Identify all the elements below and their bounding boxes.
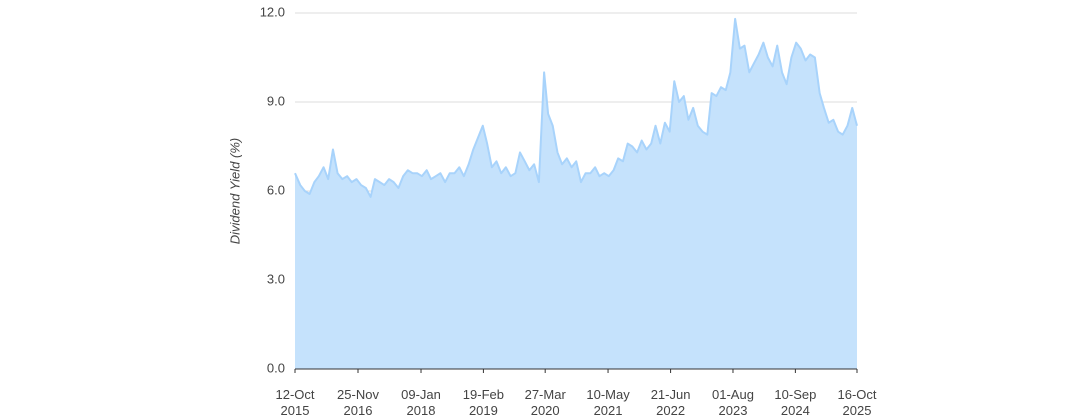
x-tick-label-line: 2019 (469, 403, 498, 418)
area (295, 18, 857, 370)
x-tick-label-line: 2023 (719, 403, 748, 418)
x-tick-label-line: 2022 (656, 403, 685, 418)
x-tick-label-line: 09-Jan (401, 387, 441, 402)
x-tick-label-line: 27-Mar (525, 387, 567, 402)
x-tick-label-line: 2024 (781, 403, 810, 418)
x-tick-label-line: 2025 (843, 403, 872, 418)
x-tick-label: 16-Oct 2025 (837, 387, 876, 418)
x-tick-label: 25-Nov 2016 (337, 387, 379, 418)
x-tick-label-line: 16-Oct (837, 387, 876, 402)
y-tick-label: 6.0 (267, 182, 285, 197)
line (294, 17, 858, 198)
x-tick-label-line: 2016 (344, 403, 373, 418)
x-tick-label: 21-Jun 2022 (651, 387, 691, 418)
x-tick-label: 09-Jan 2018 (401, 387, 441, 418)
x-tick-label-line: 2018 (407, 403, 436, 418)
x-tick-label-line: 01-Aug (712, 387, 754, 402)
x-tick-label-line: 2021 (594, 403, 623, 418)
x-tick-label: 10-May 2021 (586, 387, 630, 418)
y-tick-label: 9.0 (267, 93, 285, 108)
y-tick-label: 0.0 (267, 360, 285, 375)
x-tick-label: 12-Oct 2015 (275, 387, 314, 418)
y-tick-label: 12.0 (260, 4, 285, 19)
x-tick-label-line: 10-Sep (774, 387, 816, 402)
x-tick-label-line: 10-May (586, 387, 630, 402)
x-tick-label-line: 19-Feb (463, 387, 504, 402)
x-tick-label: 19-Feb 2019 (463, 387, 504, 418)
y-tick-label: 3.0 (267, 271, 285, 286)
x-tick-label-line: 21-Jun (651, 387, 691, 402)
x-tick-label: 10-Sep 2024 (774, 387, 816, 418)
x-tick-label: 01-Aug 2023 (712, 387, 754, 418)
x-tick-label: 27-Mar 2020 (525, 387, 567, 418)
x-tick-label-line: 2020 (531, 403, 560, 418)
x-tick-label-line: 25-Nov (337, 387, 379, 402)
x-tick-label-line: 12-Oct (275, 387, 314, 402)
y-axis-label: Dividend Yield (%) (227, 138, 242, 244)
x-tick-label-line: 2015 (281, 403, 310, 418)
